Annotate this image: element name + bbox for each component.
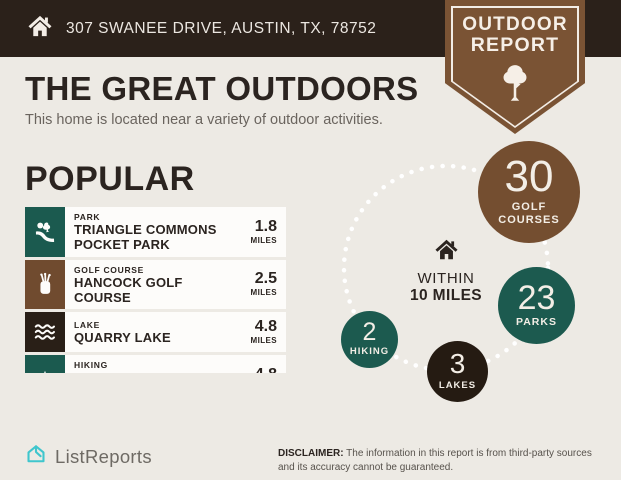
item-name: COPPERFIELD NATURE TRAILS xyxy=(74,370,225,373)
disclaimer-text: The information in this report is from t… xyxy=(278,448,592,473)
lakes-count: 3 xyxy=(449,348,466,380)
bubble-lakes: 3 LAKES xyxy=(427,341,488,402)
list-item-golf-course: GOLF COURSE HANCOCK GOLF COURSE 2.5 MILE… xyxy=(25,259,286,310)
property-address: 307 SWANEE DRIVE, AUSTIN, TX, 78752 xyxy=(66,19,377,37)
item-distance-unit: MILES xyxy=(250,336,277,346)
page-subtitle: This home is located near a variety of o… xyxy=(25,112,383,128)
item-distance: 4.8 xyxy=(255,367,277,373)
parks-label: PARKS xyxy=(516,316,557,329)
item-name: TRIANGLE COMMONS POCKET PARK xyxy=(74,222,217,253)
bubble-golf-courses: 30 GOLF COURSES xyxy=(478,141,580,243)
playground-icon xyxy=(25,207,65,257)
list-item-lake: LAKE QUARRY LAKE 4.8 MILES xyxy=(25,312,286,353)
item-distance-unit: MILES xyxy=(250,235,277,245)
bubble-parks: 23 PARKS xyxy=(498,267,575,344)
within-label: WITHIN xyxy=(417,270,475,287)
listreports-house-icon xyxy=(25,443,47,470)
item-distance: 2.5 xyxy=(254,270,277,288)
golf-courses-count: 30 xyxy=(504,151,554,201)
pine-trees-icon xyxy=(25,355,65,373)
item-distance-unit: MILES xyxy=(250,288,277,298)
item-category: LAKE xyxy=(74,320,100,331)
item-name: QUARRY LAKE xyxy=(74,330,171,346)
page-title: THE GREAT OUTDOORS xyxy=(25,70,419,107)
bubble-hiking: 2 HIKING xyxy=(341,311,398,368)
item-name: HANCOCK GOLF COURSE xyxy=(74,274,183,305)
badge-title-line2: REPORT xyxy=(470,33,560,56)
golf-bag-icon xyxy=(25,259,65,310)
popular-list: PARK TRIANGLE COMMONS POCKET PARK 1.8 MI… xyxy=(25,207,286,373)
hiking-count: 2 xyxy=(362,317,377,346)
item-category: GOLF COURSE xyxy=(74,264,145,275)
hiking-label: HIKING xyxy=(349,346,390,358)
water-waves-icon xyxy=(25,312,65,353)
brand-name: ListReports xyxy=(55,445,152,467)
lakes-label: LAKES xyxy=(438,379,477,391)
list-item-park: PARK TRIANGLE COMMONS POCKET PARK 1.8 MI… xyxy=(25,207,286,257)
disclaimer: DISCLAIMER: The information in this repo… xyxy=(278,447,608,475)
miles-label: 10 MILES xyxy=(409,287,483,304)
parks-count: 23 xyxy=(517,278,556,317)
outdoor-report-badge: OUTDOOR REPORT xyxy=(445,0,585,134)
item-category: HIKING xyxy=(74,360,108,371)
listreports-logo: ListReports xyxy=(25,443,152,470)
radius-center-label: WITHIN 10 MILES xyxy=(386,237,506,305)
item-distance: 1.8 xyxy=(254,217,277,235)
golf-courses-label: GOLF COURSES xyxy=(498,200,560,227)
item-distance: 4.8 xyxy=(254,318,277,336)
popular-heading: POPULAR xyxy=(25,160,195,198)
item-category: PARK xyxy=(74,212,101,222)
tree-icon xyxy=(498,63,532,110)
list-item-hiking: HIKING COPPERFIELD NATURE TRAILS 4.8 MIL… xyxy=(25,355,286,373)
disclaimer-label: DISCLAIMER: xyxy=(278,448,344,459)
badge-title-line1: OUTDOOR xyxy=(462,14,568,35)
home-icon-center xyxy=(434,239,459,266)
home-icon xyxy=(27,13,53,44)
